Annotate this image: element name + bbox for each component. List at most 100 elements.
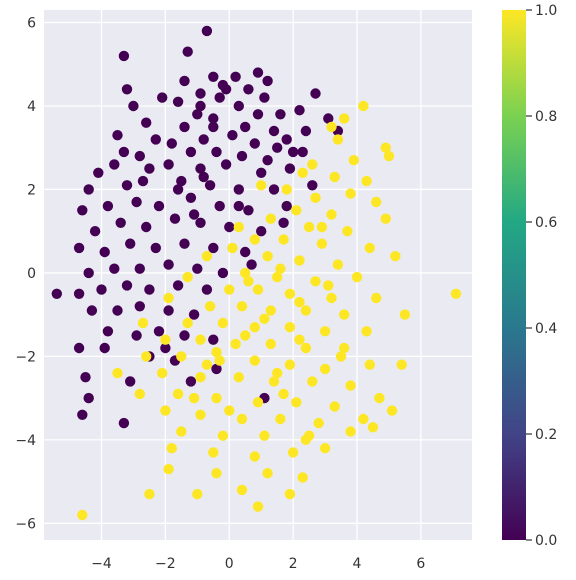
data-point [109, 263, 120, 274]
data-point [137, 317, 149, 329]
data-point [236, 150, 248, 162]
data-point [284, 359, 296, 370]
data-point [208, 71, 219, 83]
data-point [310, 88, 321, 99]
data-point [208, 121, 219, 133]
data-point [287, 447, 299, 458]
data-point [169, 213, 181, 224]
data-point [93, 167, 104, 178]
data-point [243, 84, 254, 95]
data-point [172, 280, 184, 291]
data-point [323, 280, 334, 291]
y-tick-label: 0 [27, 266, 36, 282]
data-point [252, 67, 264, 78]
data-point [185, 146, 197, 158]
data-point [195, 163, 206, 174]
data-point [265, 213, 276, 224]
data-point [163, 159, 174, 170]
data-point [211, 468, 222, 479]
data-point [371, 292, 382, 304]
data-point [182, 317, 193, 329]
data-point [115, 217, 126, 228]
data-point [227, 242, 238, 254]
data-point [211, 363, 222, 375]
data-point [233, 200, 244, 212]
data-point [326, 209, 337, 220]
data-point [396, 359, 407, 370]
data-point [89, 226, 101, 237]
data-point [144, 163, 155, 174]
data-point [211, 347, 222, 358]
data-point [118, 417, 130, 429]
data-point [450, 288, 462, 299]
data-point [192, 109, 203, 120]
data-point [179, 121, 190, 133]
data-point [150, 134, 161, 145]
data-point [329, 171, 340, 183]
data-point [137, 175, 149, 187]
data-point [195, 100, 206, 112]
data-point [256, 180, 267, 191]
data-point [188, 392, 200, 404]
x-tick-label: 0 [225, 556, 234, 572]
data-point [252, 284, 264, 295]
data-point [323, 113, 334, 124]
data-point [233, 372, 244, 383]
data-point [358, 413, 369, 425]
data-point [198, 171, 209, 183]
data-point [262, 468, 273, 479]
data-point [204, 301, 216, 312]
data-point [77, 205, 88, 216]
data-point [390, 251, 401, 262]
data-point [275, 413, 286, 425]
data-point [399, 309, 411, 320]
colorbar-tick-label: 0.2 [535, 427, 557, 443]
colorbar-ticks: 0.0 0.2 0.4 0.6 0.8 1.0 [526, 3, 557, 549]
data-point [383, 150, 395, 162]
data-point [134, 263, 145, 274]
data-point [160, 342, 171, 354]
data-point [259, 430, 270, 441]
data-point [272, 271, 283, 283]
data-point [176, 426, 187, 437]
data-point [252, 109, 264, 120]
data-point [141, 351, 152, 362]
data-point [121, 280, 133, 291]
data-point [217, 317, 229, 329]
data-point [332, 259, 344, 270]
data-point [172, 388, 184, 400]
data-point [141, 221, 152, 233]
data-point [112, 130, 123, 141]
data-point [204, 180, 216, 191]
data-point [163, 305, 174, 316]
data-point [316, 238, 328, 249]
data-point [96, 284, 107, 295]
data-point [214, 92, 225, 103]
data-point [291, 205, 302, 216]
data-point [240, 330, 251, 341]
data-point [262, 251, 273, 262]
data-point [160, 405, 171, 416]
data-point [303, 221, 315, 233]
data-point [192, 263, 203, 274]
data-point [246, 259, 257, 270]
data-point [300, 342, 312, 354]
data-point [195, 334, 206, 345]
x-tick-label: 2 [289, 556, 298, 572]
plot-area [44, 10, 472, 540]
data-point [319, 443, 331, 454]
data-point [224, 221, 235, 233]
data-point [326, 292, 337, 304]
data-point [201, 359, 213, 370]
x-axis-ticks: −4 −2 0 2 4 6 [91, 556, 425, 572]
y-tick-label: −2 [15, 349, 36, 365]
data-point [259, 92, 270, 103]
data-point [86, 305, 98, 316]
colorbar-tick-label: 0.0 [535, 533, 557, 549]
data-point [134, 301, 145, 312]
data-point [380, 142, 391, 153]
data-point [268, 184, 280, 195]
data-point [339, 309, 350, 320]
data-point [112, 367, 123, 379]
